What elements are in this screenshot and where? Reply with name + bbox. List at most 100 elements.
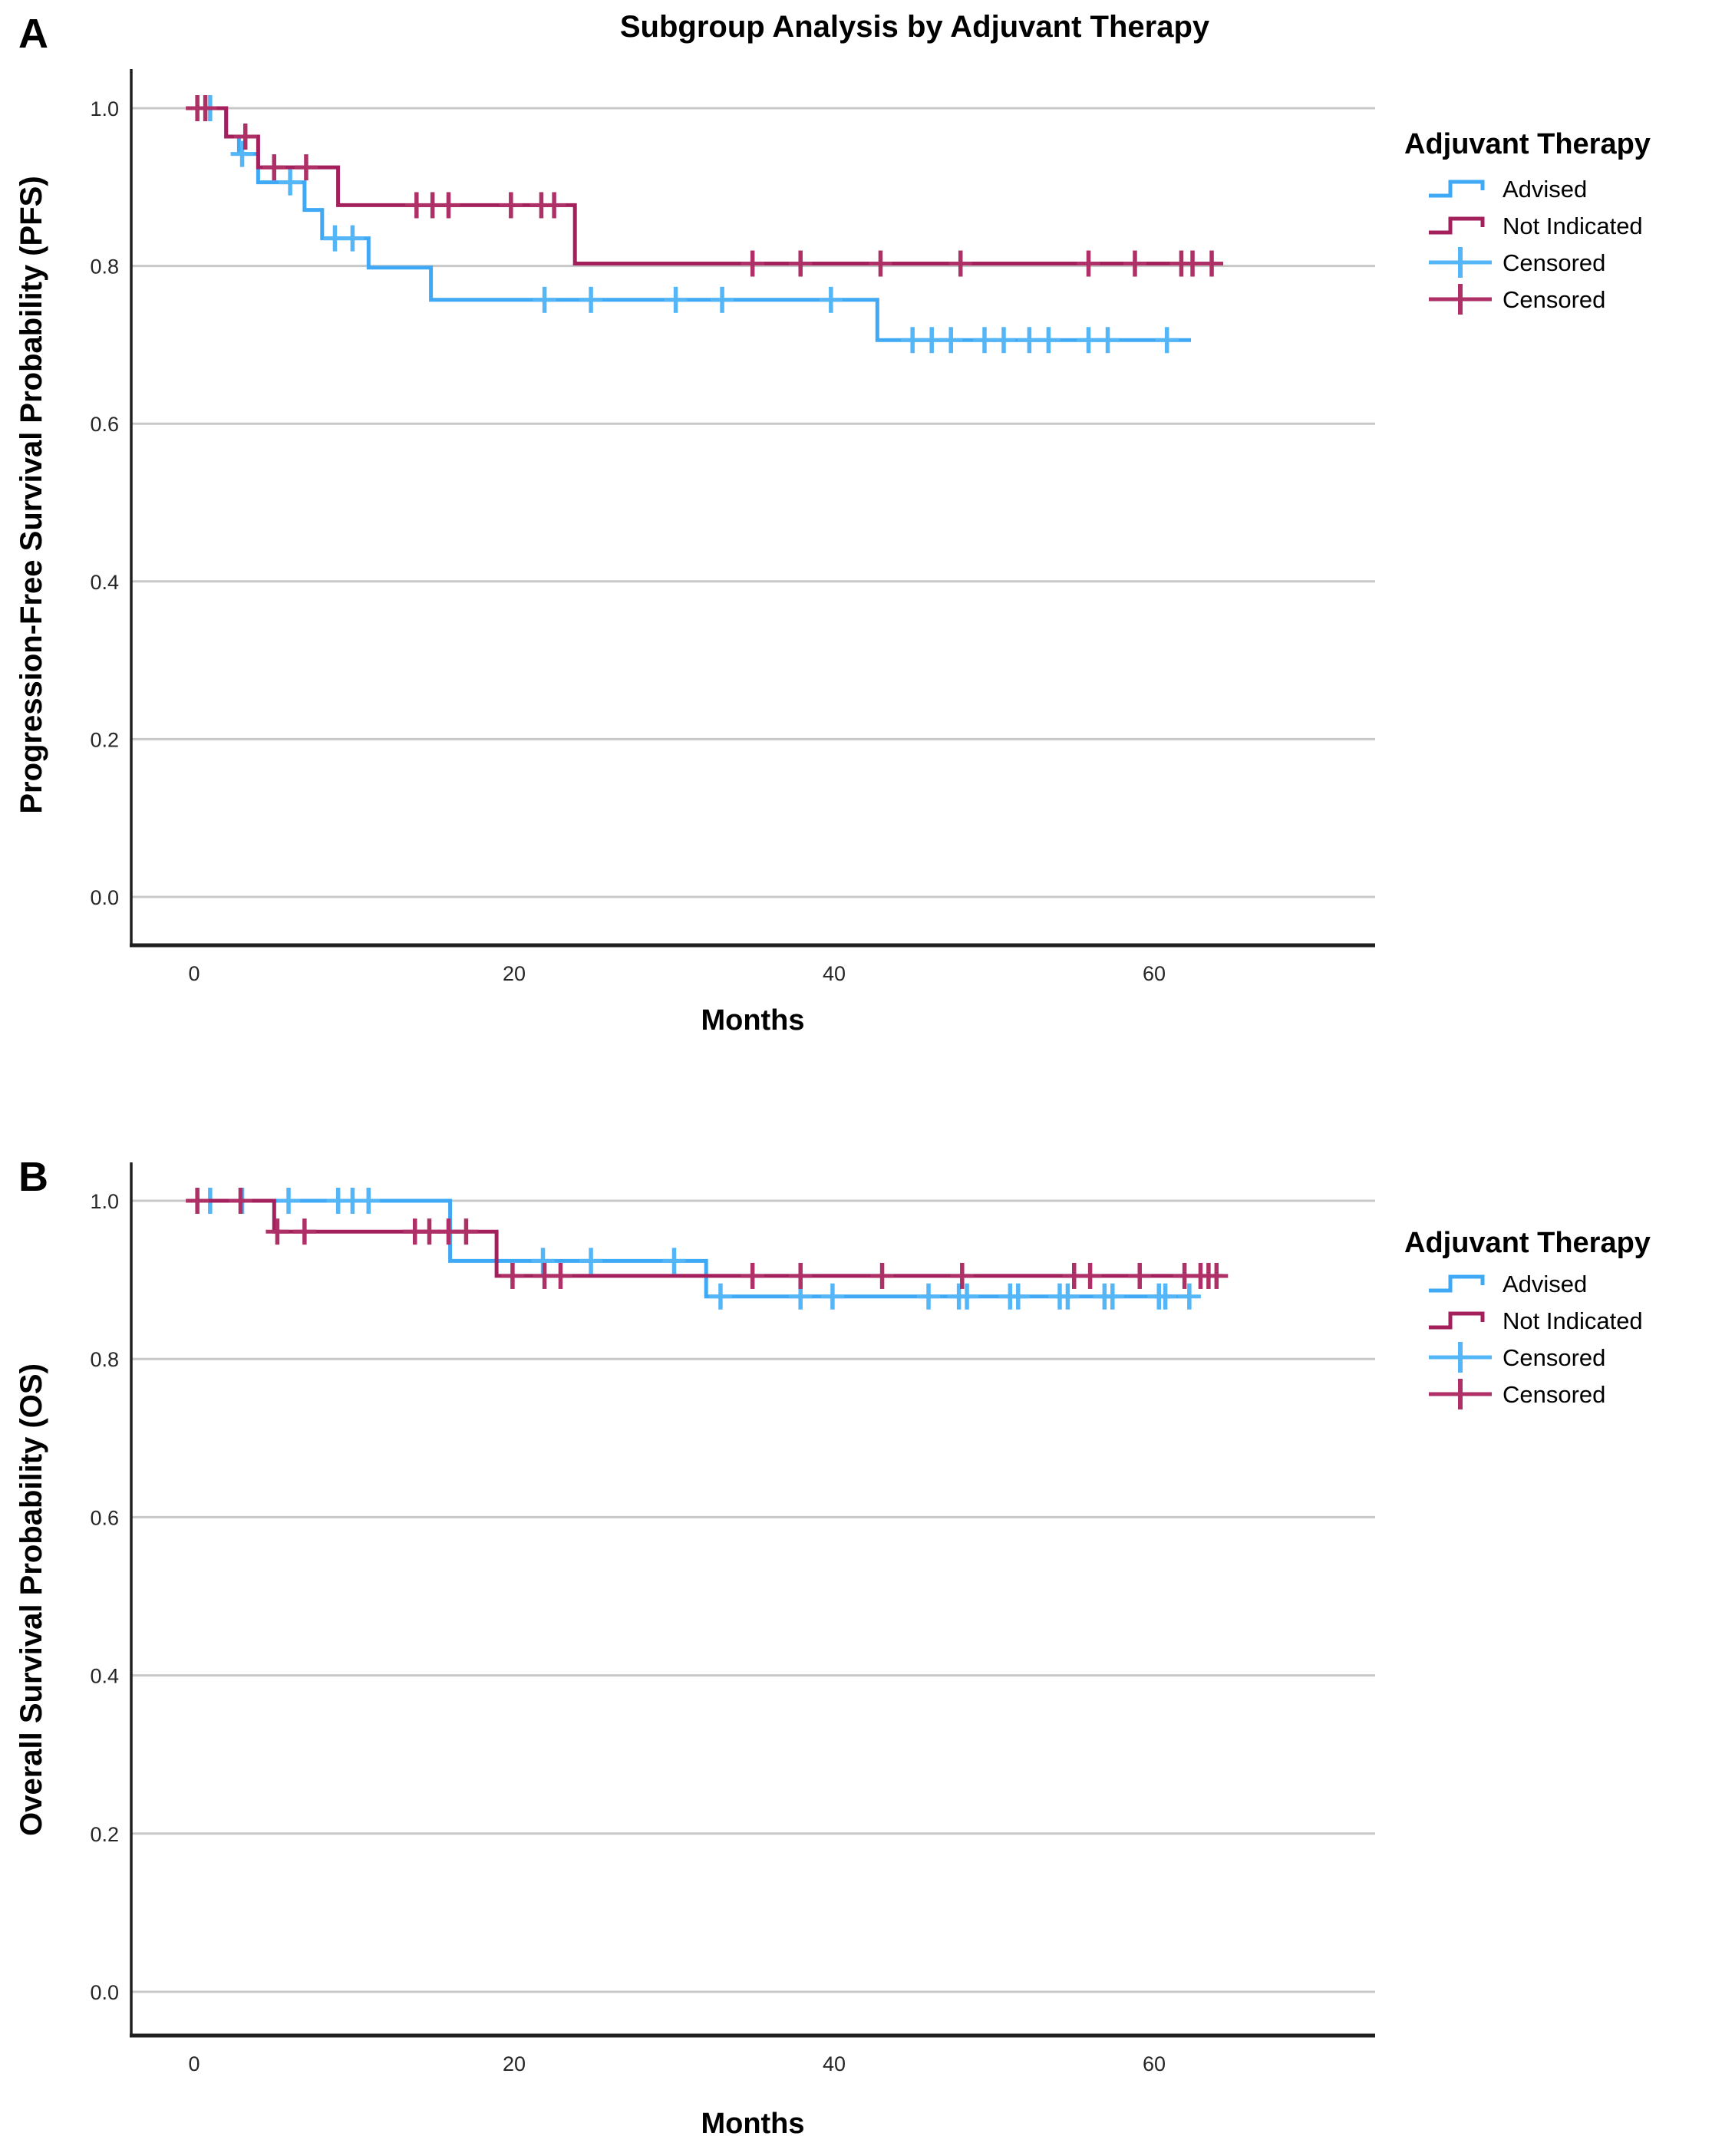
censor-mark bbox=[1096, 327, 1120, 354]
y-tick-label: 0.8 bbox=[90, 1348, 119, 1371]
censor-mark bbox=[500, 1262, 524, 1289]
panel-a-letter: A bbox=[18, 11, 48, 57]
censor-mark bbox=[193, 95, 217, 121]
censor-mark bbox=[664, 286, 688, 313]
legend-a-entry-advised: Advised bbox=[1503, 176, 1587, 203]
censor-mark bbox=[579, 1248, 603, 1274]
censor-mark bbox=[1177, 1283, 1201, 1310]
censor-mark bbox=[262, 154, 286, 181]
censor-mark bbox=[1100, 1283, 1124, 1310]
censor-mark bbox=[417, 1218, 441, 1245]
x-tick-label: 0 bbox=[188, 2052, 200, 2075]
censor-mark bbox=[549, 1262, 572, 1289]
censor-mark bbox=[1128, 1262, 1152, 1289]
x-tick-label: 0 bbox=[188, 962, 200, 985]
y-tick-label: 0.8 bbox=[90, 255, 119, 279]
censor-mark bbox=[233, 124, 257, 150]
censor-mark bbox=[266, 1218, 289, 1245]
censor-mark bbox=[543, 192, 566, 219]
series-not-indicated-curve bbox=[194, 1198, 1223, 1278]
series-not-indicated-curve bbox=[194, 106, 1223, 265]
censor-mark bbox=[789, 250, 813, 277]
legend-a-title: Adjuvant Therapy bbox=[1404, 128, 1651, 160]
censor-mark bbox=[454, 1218, 478, 1245]
censor-mark bbox=[820, 1283, 844, 1310]
legend-b-entry-censored-not-indicated: Censored bbox=[1503, 1381, 1605, 1408]
censor-mark bbox=[869, 250, 892, 277]
y-tick-label: 0.2 bbox=[90, 728, 119, 751]
censor-mark bbox=[341, 225, 365, 252]
censor-mark bbox=[1078, 1262, 1102, 1289]
censor-mark bbox=[1200, 250, 1224, 277]
legend-step-line-glyph bbox=[1429, 1274, 1485, 1293]
censor-mark bbox=[1205, 1262, 1229, 1289]
censor-mark bbox=[229, 1188, 252, 1214]
panel-a-y-axis-title: Progression-Free Survival Probability (P… bbox=[15, 176, 48, 813]
censor-mark bbox=[1153, 1283, 1177, 1310]
panel-a-plot-area: 1.0 0.8 0.6 0.4 0.2 0.0 0 20 40 60 bbox=[90, 69, 1375, 985]
censor-mark bbox=[917, 1283, 941, 1310]
legend-a-glyphs bbox=[1429, 180, 1492, 315]
censor-mark bbox=[294, 154, 318, 181]
censor-mark bbox=[711, 286, 734, 313]
legend-b-glyphs bbox=[1429, 1274, 1492, 1409]
x-tick-label: 40 bbox=[823, 2052, 846, 2075]
censor-mark bbox=[662, 1248, 686, 1274]
censor-mark bbox=[357, 1188, 381, 1214]
panel-a-x-axis-title: Months bbox=[701, 1004, 804, 1037]
censor-mark bbox=[955, 1283, 979, 1310]
censor-mark bbox=[741, 250, 764, 277]
legend-step-line-glyph bbox=[1429, 216, 1485, 235]
panel-a-legend: Adjuvant Therapy Advised Not Indicated C… bbox=[1404, 128, 1651, 315]
censor-mark bbox=[1018, 327, 1041, 354]
censor-mark bbox=[870, 1262, 894, 1289]
legend-a-entry-not-indicated: Not Indicated bbox=[1503, 213, 1643, 239]
y-tick-label: 0.2 bbox=[90, 1823, 119, 1846]
panel-b: B Overall Survival Probability (OS) 1.0 0… bbox=[15, 1154, 1651, 2140]
censor-mark bbox=[901, 327, 925, 354]
series-advised-curve bbox=[194, 106, 1191, 342]
censor-mark bbox=[499, 192, 523, 219]
y-tick-label: 0.6 bbox=[90, 1506, 119, 1529]
censor-mark bbox=[1077, 327, 1100, 354]
censor-mark bbox=[1155, 327, 1179, 354]
censor-mark bbox=[741, 1262, 764, 1289]
panel-a: A Subgroup Analysis by Adjuvant Therapy … bbox=[15, 10, 1651, 1037]
censor-mark bbox=[992, 327, 1016, 354]
legend-b-entry-not-indicated: Not Indicated bbox=[1503, 1307, 1643, 1334]
censor-mark bbox=[1056, 1283, 1080, 1310]
censor-mark bbox=[277, 1188, 301, 1214]
legend-b-entry-advised: Advised bbox=[1503, 1271, 1587, 1297]
censor-mark bbox=[279, 169, 302, 196]
censor-mark bbox=[292, 1218, 316, 1245]
legend-step-line-glyph bbox=[1429, 180, 1485, 198]
y-tick-label: 1.0 bbox=[90, 1190, 119, 1213]
censor-mark bbox=[437, 192, 460, 219]
censor-mark bbox=[920, 327, 944, 354]
x-tick-label: 60 bbox=[1143, 962, 1166, 985]
y-tick-label: 0.6 bbox=[90, 413, 119, 436]
legend-step-line-glyph bbox=[1429, 1311, 1485, 1330]
legend-b-title: Adjuvant Therapy bbox=[1404, 1227, 1651, 1259]
x-tick-label: 20 bbox=[503, 2052, 526, 2075]
panel-b-plot-area: 1.0 0.8 0.6 0.4 0.2 0.0 0 20 40 60 bbox=[90, 1162, 1375, 2075]
censor-mark bbox=[1077, 250, 1100, 277]
y-tick-label: 1.0 bbox=[90, 97, 119, 120]
legend-b-entry-censored-advised: Censored bbox=[1503, 1344, 1605, 1371]
series-advised-curve bbox=[194, 1198, 1191, 1299]
censor-mark bbox=[230, 140, 254, 167]
censor-mark bbox=[1037, 327, 1061, 354]
panel-b-letter: B bbox=[18, 1154, 48, 1200]
censor-mark bbox=[1123, 250, 1146, 277]
panel-b-x-axis-title: Months bbox=[701, 2108, 804, 2140]
censor-mark bbox=[819, 286, 843, 313]
y-tick-label: 0.4 bbox=[90, 1665, 119, 1688]
y-tick-label: 0.0 bbox=[90, 886, 119, 909]
censor-mark bbox=[579, 286, 603, 313]
legend-a-entry-censored-advised: Censored bbox=[1503, 249, 1605, 276]
censor-mark bbox=[533, 286, 556, 313]
panel-b-y-axis-title: Overall Survival Probability (OS) bbox=[15, 1363, 48, 1836]
censor-mark bbox=[939, 327, 963, 354]
panel-b-legend: Adjuvant Therapy Advised Not Indicated C… bbox=[1404, 1227, 1651, 1409]
x-tick-label: 40 bbox=[823, 962, 846, 985]
